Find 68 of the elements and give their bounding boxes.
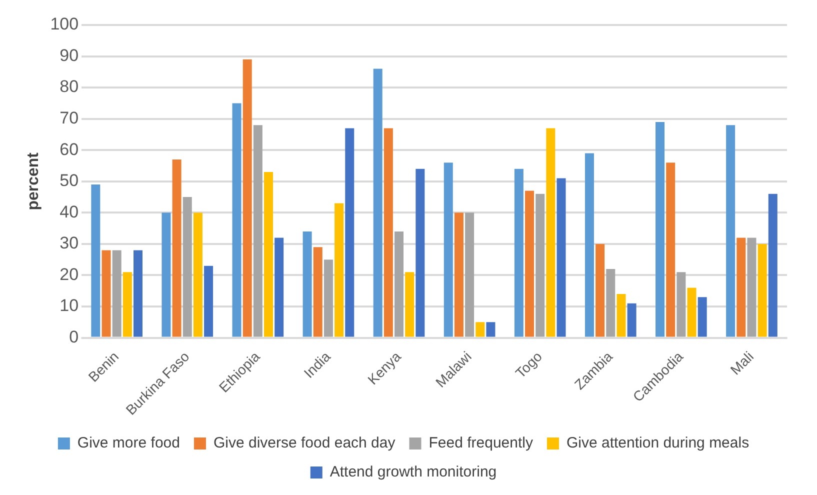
bar <box>91 184 100 337</box>
bar <box>465 212 474 337</box>
bar <box>768 194 778 337</box>
bar <box>698 297 707 337</box>
bar <box>536 194 545 337</box>
y-tick-label: 20 <box>60 264 79 284</box>
y-tick-label: 30 <box>60 234 79 253</box>
bar <box>676 272 686 337</box>
bar <box>384 128 393 337</box>
y-axis-title: percent <box>25 152 42 210</box>
bar <box>514 168 524 337</box>
bar <box>736 238 746 337</box>
bar <box>253 125 262 337</box>
bar <box>172 160 182 337</box>
x-tick-label: Togo <box>512 348 546 382</box>
y-tick-label: 100 <box>50 14 79 34</box>
bar <box>616 294 626 337</box>
legend-label: Give diverse food each day <box>213 434 396 452</box>
bar <box>525 190 534 337</box>
y-tick-label: 70 <box>60 108 79 128</box>
bar <box>232 103 242 337</box>
bar <box>556 178 566 337</box>
bar <box>416 168 425 337</box>
bar <box>264 172 273 337</box>
bar <box>596 244 605 337</box>
bar <box>687 288 696 337</box>
bar <box>444 162 453 337</box>
bar <box>324 260 333 337</box>
bar <box>584 153 594 337</box>
bar <box>112 250 122 337</box>
bar <box>274 238 284 337</box>
y-tick-label: 40 <box>60 202 79 222</box>
bar <box>454 212 464 337</box>
bar <box>182 197 192 337</box>
bar <box>313 247 322 337</box>
y-tick-label: 10 <box>60 296 79 316</box>
legend-label: Feed frequently <box>428 434 534 452</box>
y-tick-label: 0 <box>69 327 79 346</box>
legend-label: Give more food <box>77 434 180 452</box>
legend-label: Give attention during meals <box>566 434 750 452</box>
bar <box>758 244 767 337</box>
bar <box>476 322 485 337</box>
bar <box>102 250 111 337</box>
bar <box>747 238 756 337</box>
bar <box>242 59 252 337</box>
bar <box>606 268 616 337</box>
bar <box>162 212 171 337</box>
y-tick-label: 80 <box>60 77 79 96</box>
bar <box>345 128 354 337</box>
bar <box>656 122 665 337</box>
legend-label: Attend growth monitoring <box>330 464 497 481</box>
y-tick-label: 90 <box>60 46 79 65</box>
y-tick-label: 60 <box>60 140 79 159</box>
y-tick-label: 50 <box>60 171 79 190</box>
bar <box>134 250 142 337</box>
bar <box>405 272 414 337</box>
bar <box>627 303 636 337</box>
bar <box>204 266 214 337</box>
bar <box>726 125 736 337</box>
bar <box>486 322 496 337</box>
bar <box>373 68 382 337</box>
bar <box>666 162 676 337</box>
bar <box>302 231 312 337</box>
bar <box>193 212 202 337</box>
bar <box>334 203 344 337</box>
bar <box>394 231 404 337</box>
bar <box>546 128 556 337</box>
bar <box>122 272 132 337</box>
